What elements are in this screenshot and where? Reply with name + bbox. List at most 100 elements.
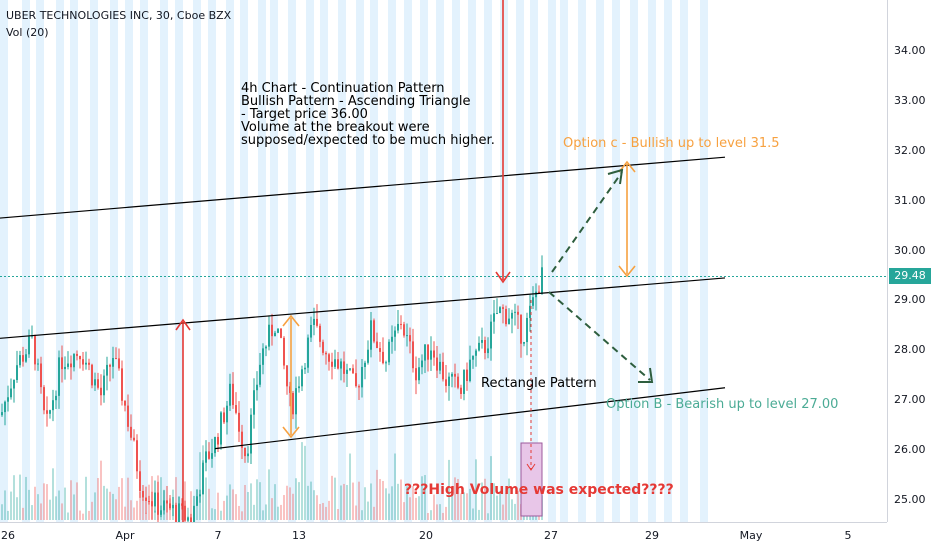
session-band-40 — [664, 0, 672, 522]
candle-body-135 — [406, 335, 408, 337]
candle-body-12 — [37, 363, 39, 365]
volume-bar-77 — [232, 489, 234, 520]
session-band-33 — [548, 0, 556, 522]
volume-bar-133 — [400, 479, 402, 520]
session-band-19 — [320, 0, 328, 522]
symbol-title[interactable]: UBER TECHNOLOGIES INC, 30, Cboe BZX — [6, 9, 232, 22]
candle-body-80 — [241, 431, 243, 448]
candle-body-14 — [43, 387, 45, 411]
volume-bar-47 — [142, 498, 144, 520]
session-band-1 — [22, 0, 30, 522]
volume-bar-155 — [466, 493, 468, 520]
candle-body-143 — [430, 350, 432, 360]
volume-bar-157 — [472, 508, 474, 520]
candle-body-169 — [508, 318, 510, 325]
mid-resistance-line — [0, 277, 726, 339]
candle-body-121 — [364, 362, 366, 367]
pattern-note-line: Bullish Pattern - Ascending Triangle — [241, 94, 471, 109]
volume-bar-78 — [235, 494, 237, 520]
volume-bar-168 — [505, 493, 507, 520]
volume-bar-33 — [100, 460, 102, 520]
candle-body-57 — [172, 504, 174, 509]
volume-bar-144 — [433, 494, 435, 520]
candle-body-161 — [484, 340, 486, 354]
bearish-projection-head — [638, 367, 654, 383]
candle-body-63 — [190, 517, 192, 522]
volume-bar-42 — [127, 477, 129, 520]
candle-body-48 — [145, 497, 147, 501]
session-band-21 — [356, 0, 364, 522]
session-band-34 — [560, 0, 568, 522]
candle-body-159 — [478, 342, 480, 351]
volume-bar-137 — [412, 485, 414, 520]
orange-range-arrow-left-top — [282, 314, 300, 327]
price-plot[interactable] — [0, 0, 887, 522]
candle-body-28 — [85, 362, 87, 365]
candle-body-152 — [457, 376, 459, 388]
volume-bar-142 — [427, 513, 429, 520]
volume-bar-99 — [298, 482, 300, 520]
volume-bar-97 — [292, 493, 294, 520]
price-axis[interactable]: 34.00 33.00 32.00 31.00 30.00 29.00 28.00 27.00… — [887, 0, 932, 522]
bullish-projection-line — [551, 171, 623, 273]
candle-body-16 — [49, 410, 51, 414]
candle-body-59 — [178, 503, 180, 522]
candle-body-1 — [4, 401, 6, 413]
volume-bar-90 — [271, 498, 273, 520]
candle-body-51 — [154, 492, 156, 507]
volume-bar-18 — [55, 496, 57, 520]
candle-body-24 — [73, 353, 75, 368]
candle-body-15 — [46, 410, 48, 414]
candle-body-112 — [337, 359, 339, 369]
candle-body-20 — [61, 357, 63, 370]
volume-bar-43 — [130, 500, 132, 520]
candle-body-97 — [292, 392, 294, 415]
candle-body-167 — [502, 307, 504, 309]
candle-body-114 — [343, 361, 345, 374]
candle-body-142 — [427, 344, 429, 360]
volume-bar-132 — [397, 483, 399, 520]
volume-bar-17 — [52, 468, 54, 520]
candle-body-79 — [238, 412, 240, 432]
volume-indicator-label[interactable]: Vol (20) — [6, 26, 49, 39]
session-band-26 — [436, 0, 444, 522]
bullish-projection-head — [607, 168, 624, 185]
volume-bar-108 — [325, 506, 327, 520]
volume-bar-63 — [190, 491, 192, 520]
volume-bar-16 — [49, 499, 51, 520]
volume-bar-39 — [118, 486, 120, 520]
candle-body-164 — [493, 313, 495, 322]
pattern-note-line: supposed/expected to be much higher. — [241, 133, 495, 148]
volume-bar-46 — [139, 491, 141, 520]
volume-bar-13 — [40, 503, 42, 520]
candle-body-54 — [163, 500, 165, 511]
candle-body-27 — [82, 359, 84, 365]
candle-body-134 — [403, 324, 405, 336]
session-band-4 — [70, 0, 78, 522]
session-band-14 — [240, 0, 248, 522]
candle-body-156 — [469, 359, 471, 382]
candle-body-118 — [355, 373, 357, 387]
candle-body-38 — [115, 357, 117, 359]
candle-body-122 — [367, 349, 369, 363]
candle-body-37 — [112, 357, 114, 367]
candle-body-42 — [127, 405, 129, 427]
volume-bar-145 — [436, 504, 438, 520]
volume-bar-113 — [340, 485, 342, 520]
volume-bar-153 — [460, 493, 462, 520]
volume-bar-162 — [487, 513, 489, 520]
candle-body-81 — [244, 447, 246, 457]
session-band-7 — [125, 0, 133, 522]
candle-body-3 — [10, 388, 12, 398]
session-band-9 — [160, 0, 168, 522]
candle-body-124 — [373, 320, 375, 342]
orange-range-arrow-right-bottom — [618, 265, 636, 278]
volume-bar-32 — [97, 478, 99, 520]
volume-bar-122 — [367, 501, 369, 520]
session-band-29 — [484, 0, 492, 522]
volume-dashed-arrow-head — [526, 463, 536, 471]
candle-body-166 — [499, 307, 501, 314]
time-axis[interactable]: 26 Apr 7 13 20 27 29 May 5 — [0, 522, 887, 551]
session-band-42 — [700, 0, 708, 522]
